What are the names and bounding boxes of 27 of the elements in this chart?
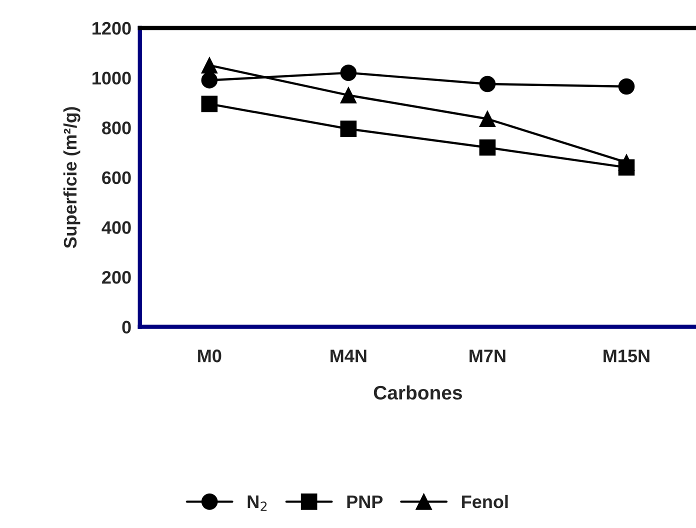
point: [201, 72, 218, 88]
point: [479, 76, 496, 92]
y-tick-label: 400: [102, 221, 131, 234]
legend-label: Fenol: [462, 494, 508, 508]
point: [618, 159, 635, 176]
x-tick-label: M15N: [604, 350, 650, 362]
y-tick-label: 1000: [92, 72, 131, 85]
point: [340, 64, 357, 81]
point: [340, 120, 357, 138]
y-tick-label: 1200: [92, 22, 131, 35]
y-tick-label: 600: [102, 171, 131, 184]
point: [201, 96, 218, 112]
legend-label: N$_{2}$: [248, 496, 267, 511]
point: [479, 110, 496, 128]
x-tick-label: M0: [198, 350, 222, 362]
y-axis-title: Superficie (m²/g): [63, 107, 80, 248]
point: [340, 87, 357, 104]
legend-label: PNP: [347, 496, 383, 508]
y-tick-label: 200: [102, 270, 131, 284]
x-axis-title: Carbones: [374, 385, 462, 400]
point: [479, 139, 496, 156]
x-tick-label: M4N: [330, 350, 366, 362]
y-tick-label: 800: [102, 122, 131, 134]
point: [201, 57, 218, 74]
point: [618, 78, 635, 95]
x-tick-label: M7N: [470, 350, 506, 362]
y-tick-label: 0: [122, 320, 131, 334]
